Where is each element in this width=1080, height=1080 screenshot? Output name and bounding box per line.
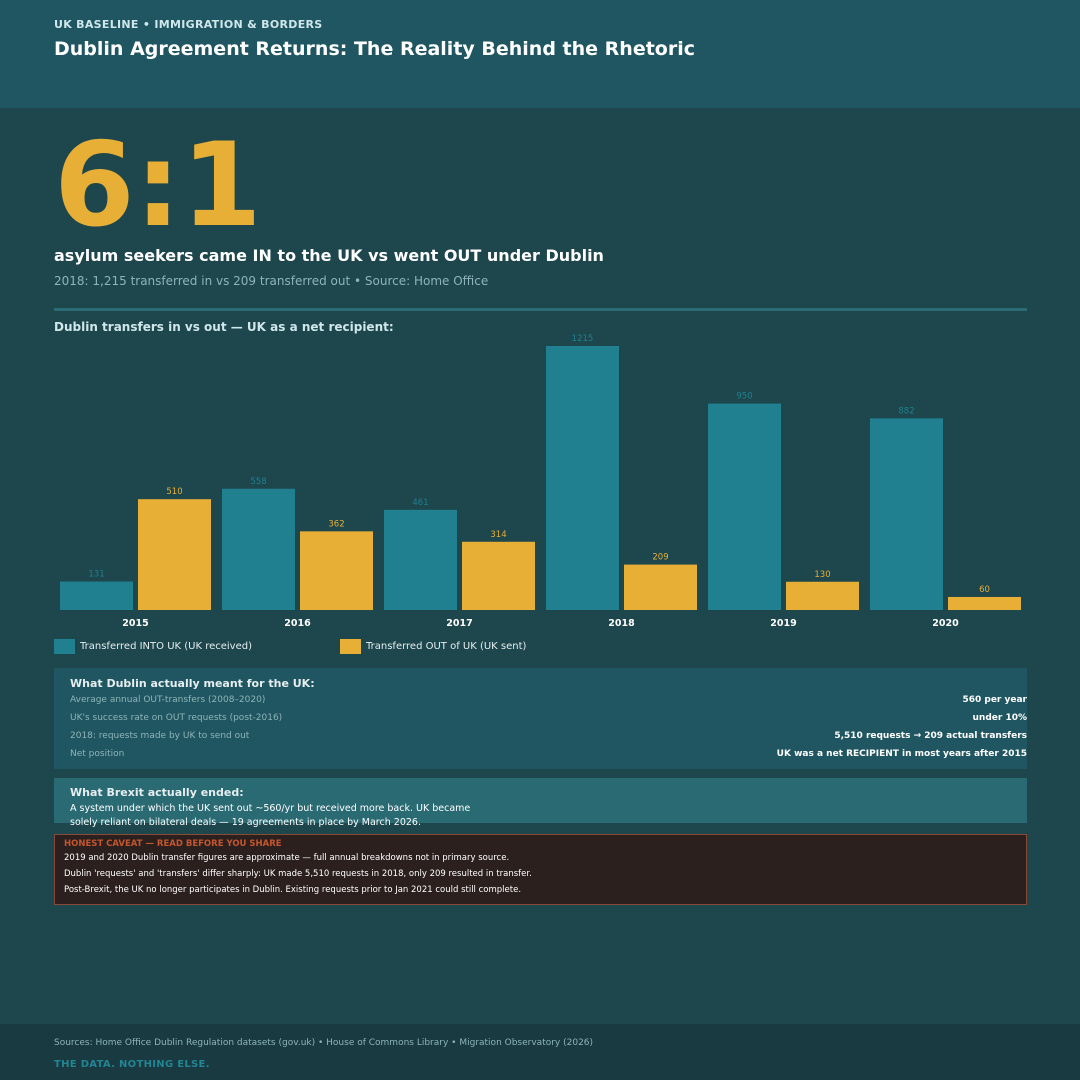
x-tick-label-2017: 2017 — [446, 618, 472, 629]
legend-label-out: Transferred OUT of UK (UK sent) — [366, 640, 527, 652]
data-label-in-2015: 131 — [88, 570, 104, 580]
bar-in-2018 — [546, 346, 619, 610]
x-tick-label-2020: 2020 — [932, 618, 959, 629]
bar-out-2019 — [786, 581, 859, 610]
bar-in-2019 — [708, 403, 781, 610]
bar-out-2016 — [300, 531, 373, 610]
dublin-meaning-panel: What Dublin actually meant for the UK: A… — [54, 668, 1027, 769]
section-kicker: UK BASELINE • IMMIGRATION & BORDERS — [54, 18, 323, 31]
brexit-text: A system under which the UK sent out ~56… — [70, 802, 470, 830]
data-label-out-2015: 510 — [166, 487, 182, 497]
dublin-meaning-title: What Dublin actually meant for the UK: — [70, 677, 315, 690]
footer: Sources: Home Office Dublin Regulation d… — [0, 1024, 1080, 1080]
data-label-out-2017: 314 — [490, 530, 506, 540]
tagline: THE DATA. NOTHING ELSE. — [54, 1059, 210, 1070]
x-tick-label-2019: 2019 — [770, 618, 796, 629]
legend-swatch-out — [340, 638, 361, 654]
caveat-line: Post-Brexit, the UK no longer participat… — [64, 885, 522, 895]
brexit-line: solely reliant on bilateral deals — 19 a… — [70, 817, 421, 828]
x-tick-label-2016: 2016 — [284, 618, 311, 629]
caveat-line: 2019 and 2020 Dublin transfer figures ar… — [64, 853, 510, 863]
brexit-title: What Brexit actually ended: — [70, 786, 244, 799]
meaning-row: 2018: requests made by UK to send out 5,… — [70, 731, 1027, 745]
transfers-bar-chart: 131 510 2015 558 362 2016 461 314 2017 1215 209 201… — [60, 334, 1021, 629]
hero-ratio: 6:1 — [54, 118, 262, 253]
data-label-out-2016: 362 — [328, 519, 344, 529]
meaning-row: Net position UK was a net RECIPIENT in m… — [70, 749, 1027, 763]
meaning-row: UK's success rate on OUT requests (post-… — [70, 713, 1027, 727]
bar-in-2016 — [222, 488, 295, 610]
data-label-in-2018: 1215 — [572, 334, 594, 344]
bar-out-2018 — [624, 564, 697, 610]
legend-label-in: Transferred INTO UK (UK received) — [80, 640, 252, 652]
chart-label: Dublin transfers in vs out — UK as a net… — [54, 320, 394, 334]
caveat-title: HONEST CAVEAT — READ BEFORE YOU SHARE — [64, 839, 282, 849]
meaning-row-value: 560 per year — [962, 695, 1027, 705]
x-tick-label-2015: 2015 — [122, 618, 148, 629]
bar-in-2017 — [384, 509, 457, 610]
page-title: Dublin Agreement Returns: The Reality Be… — [54, 38, 695, 60]
bar-in-2015 — [60, 581, 133, 610]
meaning-row-label: UK's success rate on OUT requests (post-… — [70, 713, 283, 723]
caveat-panel: HONEST CAVEAT — READ BEFORE YOU SHARE 20… — [54, 834, 1027, 905]
sources-text: Sources: Home Office Dublin Regulation d… — [54, 1038, 594, 1048]
x-tick-label-2018: 2018 — [608, 618, 635, 629]
bar-out-2020 — [948, 596, 1021, 610]
data-label-in-2019: 950 — [736, 392, 752, 402]
meaning-row-label: Average annual OUT-transfers (2008–2020) — [70, 695, 266, 705]
legend-item-out: Transferred OUT of UK (UK sent) — [340, 638, 526, 654]
section-divider — [54, 308, 1027, 311]
meaning-row-value: UK was a net RECIPIENT in most years aft… — [776, 749, 1027, 759]
meaning-row-label: 2018: requests made by UK to send out — [70, 731, 250, 741]
meaning-row: Average annual OUT-transfers (2008–2020)… — [70, 695, 1027, 709]
meaning-row-value: under 10% — [972, 713, 1027, 723]
meaning-row-label: Net position — [70, 749, 125, 759]
bar-out-2015 — [138, 499, 211, 610]
legend-item-in: Transferred INTO UK (UK received) — [54, 638, 252, 654]
brexit-panel: What Brexit actually ended: A system und… — [54, 778, 1027, 828]
brexit-line: A system under which the UK sent out ~56… — [70, 803, 471, 814]
meaning-row-value: 5,510 requests → 209 actual transfers — [834, 731, 1027, 741]
legend-swatch-in — [54, 638, 75, 654]
data-label-in-2016: 558 — [250, 477, 266, 487]
header-banner: UK BASELINE • IMMIGRATION & BORDERS Dubl… — [0, 0, 1080, 108]
data-label-in-2017: 461 — [412, 498, 428, 508]
caveat-line: Dublin 'requests' and 'transfers' differ… — [64, 869, 532, 879]
data-label-in-2020: 882 — [898, 406, 914, 416]
data-label-out-2019: 130 — [814, 570, 830, 580]
data-label-out-2018: 209 — [652, 553, 668, 563]
bar-in-2020 — [870, 418, 943, 610]
hero-subline: 2018: 1,215 transferred in vs 209 transf… — [54, 274, 489, 288]
data-label-out-2020: 60 — [979, 585, 990, 595]
bar-out-2017 — [462, 541, 535, 610]
hero-headline: asylum seekers came IN to the UK vs went… — [54, 246, 604, 265]
